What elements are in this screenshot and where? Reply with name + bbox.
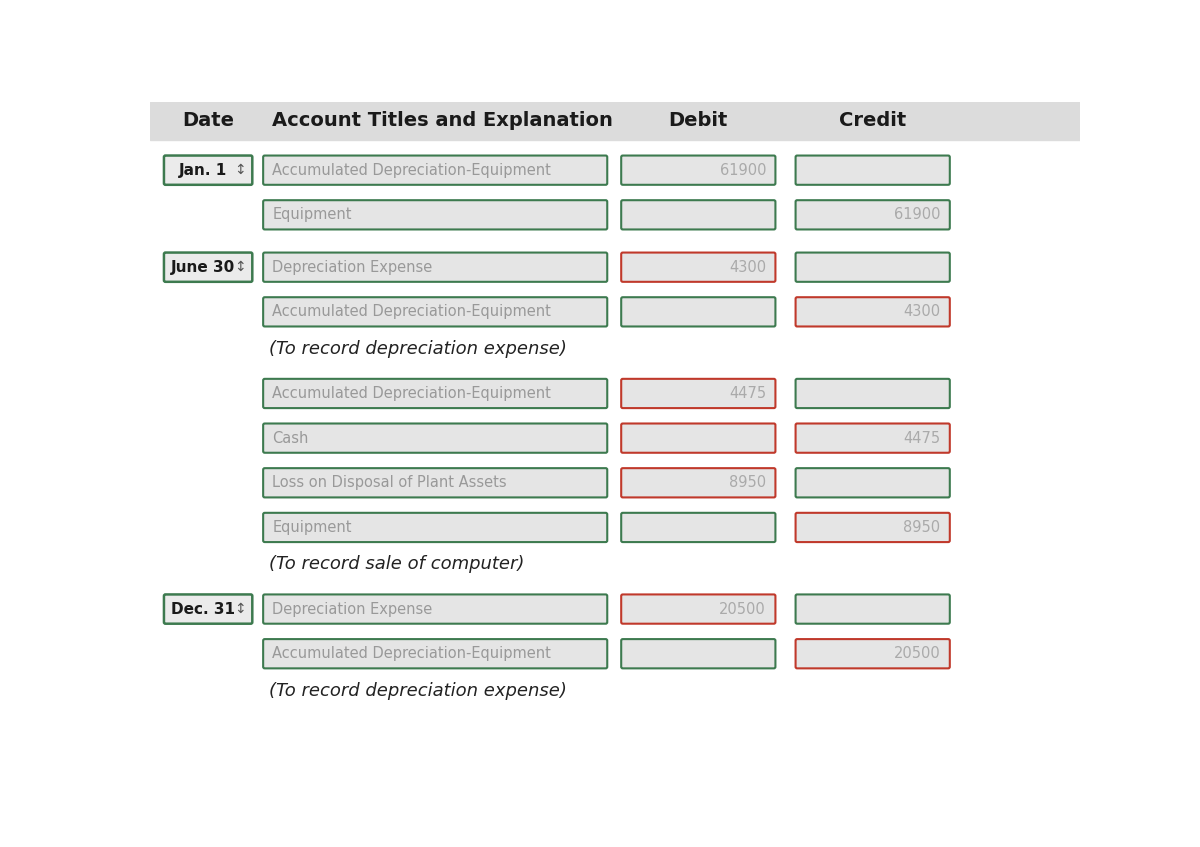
FancyBboxPatch shape — [796, 595, 950, 623]
Text: (To record depreciation expense): (To record depreciation expense) — [269, 340, 566, 357]
FancyBboxPatch shape — [622, 595, 775, 623]
FancyBboxPatch shape — [622, 297, 775, 326]
FancyBboxPatch shape — [796, 512, 950, 542]
FancyBboxPatch shape — [622, 379, 775, 408]
FancyBboxPatch shape — [622, 639, 775, 668]
Text: Accumulated Depreciation-Equipment: Accumulated Depreciation-Equipment — [272, 163, 551, 178]
FancyBboxPatch shape — [263, 379, 607, 408]
FancyBboxPatch shape — [263, 297, 607, 326]
Text: Credit: Credit — [839, 112, 906, 130]
FancyBboxPatch shape — [622, 252, 775, 282]
FancyBboxPatch shape — [263, 595, 607, 623]
Text: Equipment: Equipment — [272, 520, 352, 535]
Text: 4300: 4300 — [904, 304, 941, 319]
Text: 4475: 4475 — [730, 386, 766, 401]
Text: Dec. 31: Dec. 31 — [172, 601, 235, 617]
FancyBboxPatch shape — [164, 595, 252, 623]
Text: Account Titles and Explanation: Account Titles and Explanation — [272, 112, 613, 130]
FancyBboxPatch shape — [796, 200, 950, 230]
Bar — [150, 102, 1080, 140]
Text: (To record depreciation expense): (To record depreciation expense) — [269, 682, 566, 700]
Text: Depreciation Expense: Depreciation Expense — [272, 260, 433, 274]
Text: (To record sale of computer): (To record sale of computer) — [269, 556, 524, 573]
Text: 61900: 61900 — [720, 163, 766, 178]
FancyBboxPatch shape — [796, 468, 950, 497]
FancyBboxPatch shape — [263, 156, 607, 185]
FancyBboxPatch shape — [796, 379, 950, 408]
Text: Accumulated Depreciation-Equipment: Accumulated Depreciation-Equipment — [272, 386, 551, 401]
Text: Cash: Cash — [272, 430, 308, 446]
FancyBboxPatch shape — [263, 252, 607, 282]
Text: June 30: June 30 — [172, 260, 235, 274]
Text: Accumulated Depreciation-Equipment: Accumulated Depreciation-Equipment — [272, 646, 551, 662]
Text: Debit: Debit — [668, 112, 728, 130]
Text: 61900: 61900 — [894, 208, 941, 222]
Text: Accumulated Depreciation-Equipment: Accumulated Depreciation-Equipment — [272, 304, 551, 319]
FancyBboxPatch shape — [622, 512, 775, 542]
FancyBboxPatch shape — [622, 156, 775, 185]
Text: ↕: ↕ — [234, 602, 246, 616]
Text: 20500: 20500 — [894, 646, 941, 662]
FancyBboxPatch shape — [263, 424, 607, 453]
Text: ↕: ↕ — [234, 260, 246, 274]
FancyBboxPatch shape — [263, 200, 607, 230]
Text: 8950: 8950 — [730, 475, 766, 490]
FancyBboxPatch shape — [263, 468, 607, 497]
FancyBboxPatch shape — [796, 639, 950, 668]
FancyBboxPatch shape — [164, 252, 252, 282]
FancyBboxPatch shape — [796, 424, 950, 453]
FancyBboxPatch shape — [263, 639, 607, 668]
FancyBboxPatch shape — [796, 156, 950, 185]
FancyBboxPatch shape — [622, 468, 775, 497]
Text: 20500: 20500 — [719, 601, 766, 617]
Text: ↕: ↕ — [234, 163, 246, 177]
Text: Jan. 1: Jan. 1 — [179, 163, 228, 178]
Text: Depreciation Expense: Depreciation Expense — [272, 601, 433, 617]
FancyBboxPatch shape — [796, 297, 950, 326]
Text: Loss on Disposal of Plant Assets: Loss on Disposal of Plant Assets — [272, 475, 508, 490]
Text: Equipment: Equipment — [272, 208, 352, 222]
FancyBboxPatch shape — [164, 156, 252, 185]
FancyBboxPatch shape — [263, 512, 607, 542]
Text: Date: Date — [182, 112, 234, 130]
Text: 4475: 4475 — [904, 430, 941, 446]
Text: 4300: 4300 — [730, 260, 766, 274]
FancyBboxPatch shape — [622, 200, 775, 230]
FancyBboxPatch shape — [622, 424, 775, 453]
Text: 8950: 8950 — [904, 520, 941, 535]
FancyBboxPatch shape — [796, 252, 950, 282]
